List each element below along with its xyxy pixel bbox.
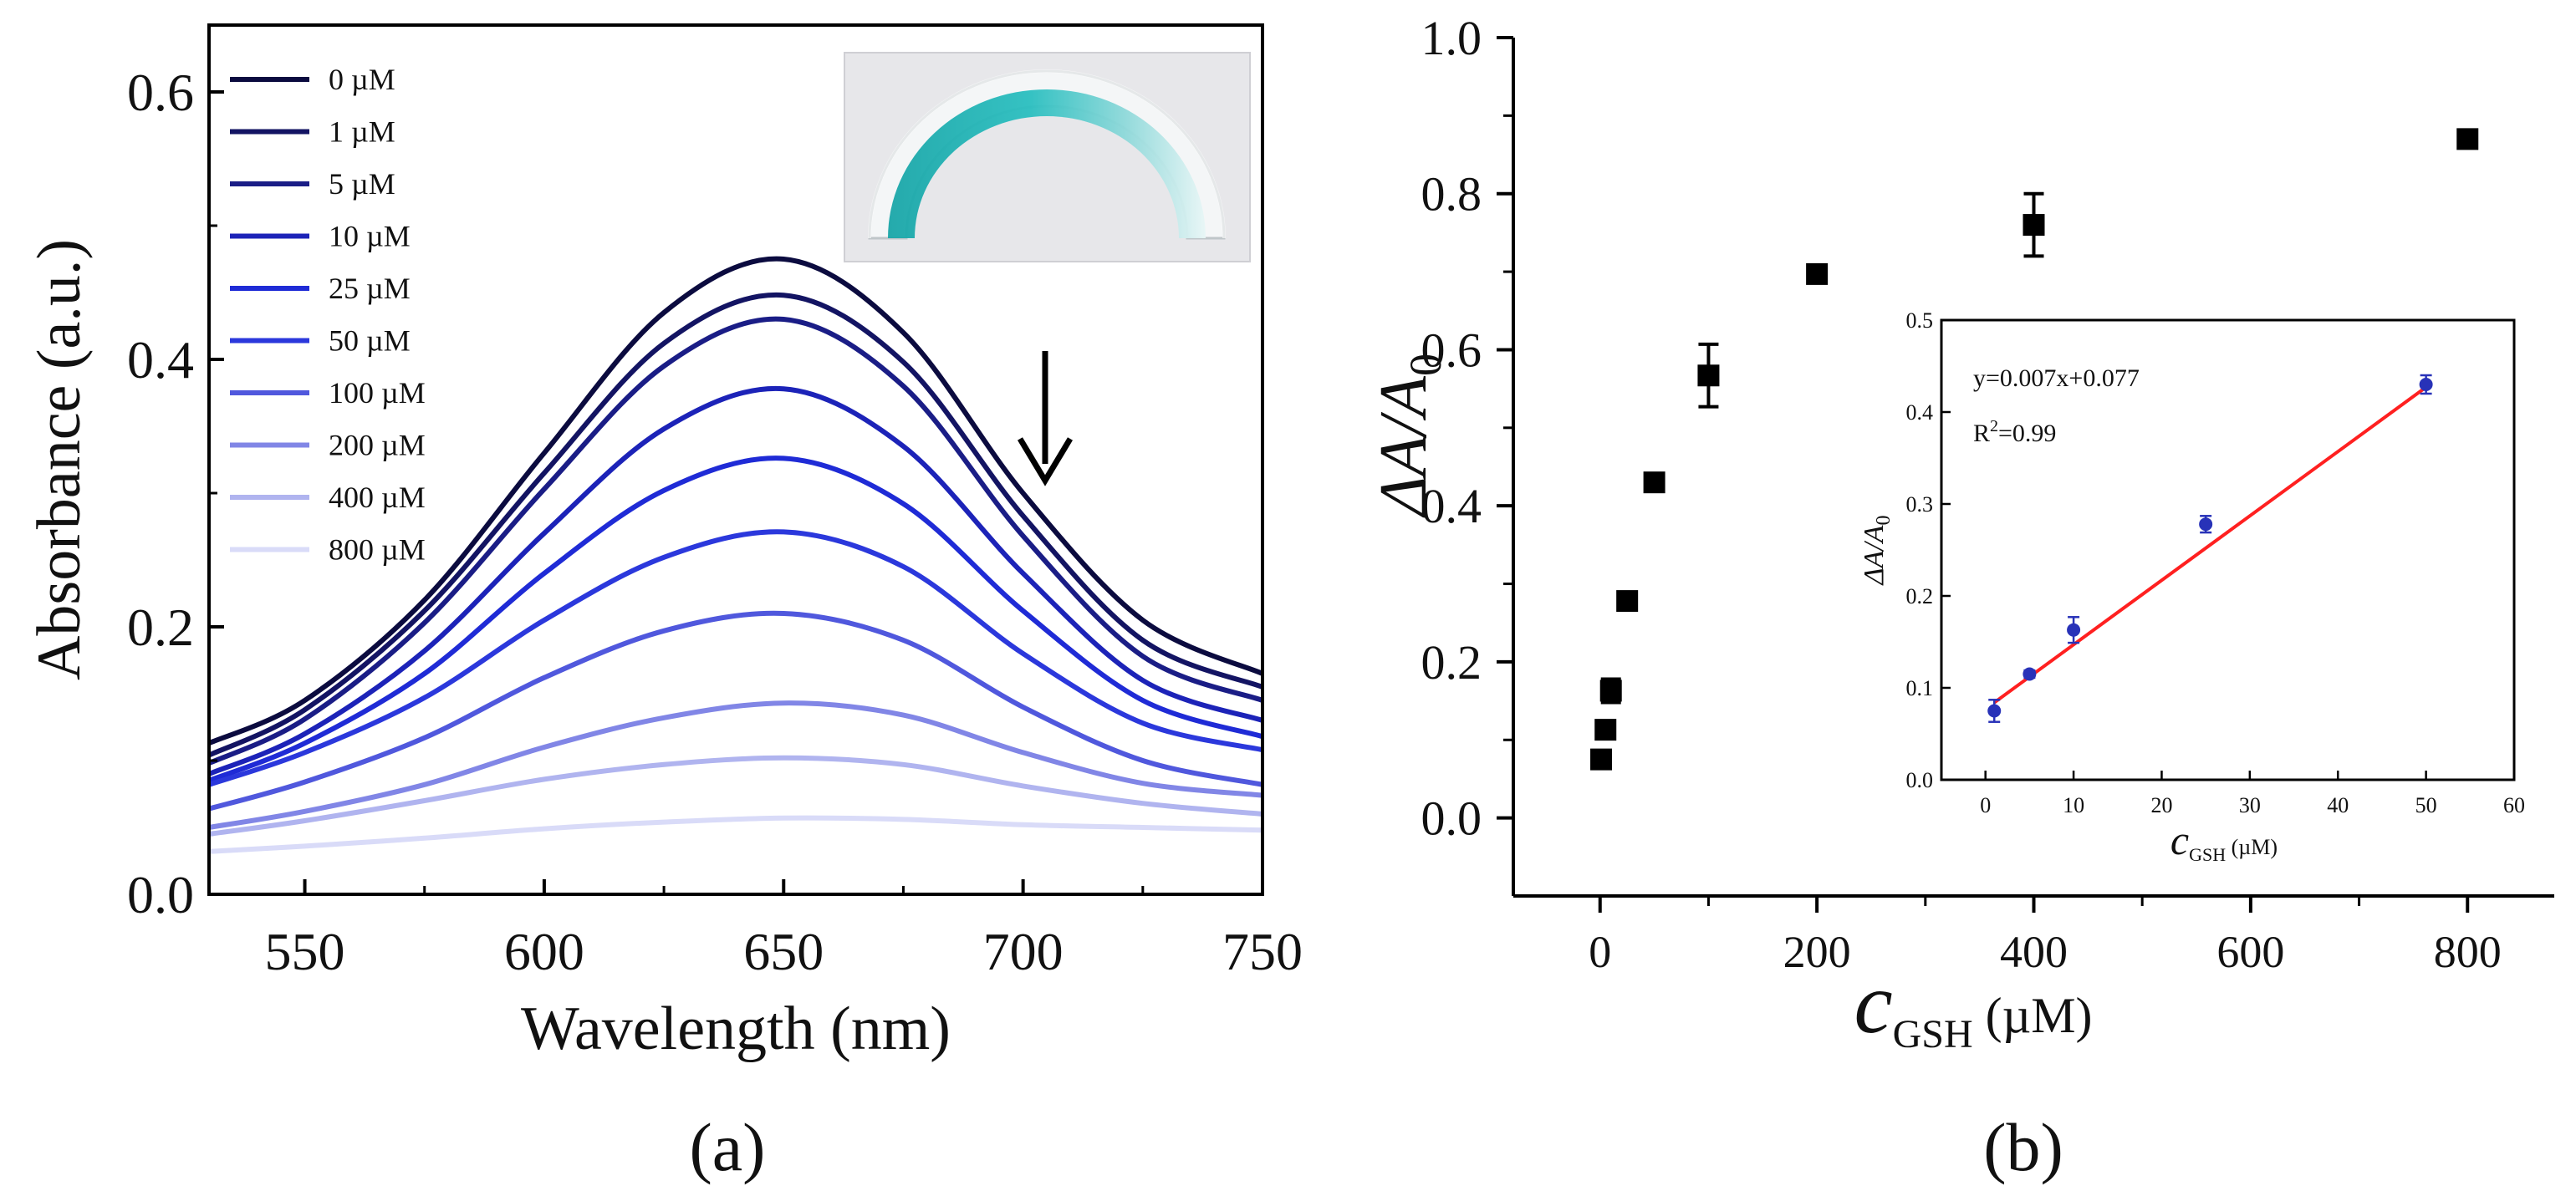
panel-a-x-tick-label: 600: [504, 922, 584, 981]
inset-x-tick-label: 10: [2063, 793, 2084, 817]
inset-x-tick-label: 40: [2327, 793, 2349, 817]
inset-r-squared: R2=0.99: [1973, 417, 2056, 447]
inset-y-tick-label: 0.0: [1906, 768, 1934, 792]
panel-a-x-tick-label: 550: [265, 922, 345, 981]
panel-b-x-axis-label: cGSH (µM): [1854, 955, 2092, 1056]
inset-x-tick-label: 0: [1980, 793, 1991, 817]
panel-b-point-5: [1697, 364, 1720, 387]
inset-background: [1941, 320, 2514, 780]
panel-b-y-axis-label: ΔA/A0: [1367, 354, 1451, 518]
panel-b-point-8: [2456, 128, 2479, 150]
panel-a-y-tick-label: 0.0: [127, 865, 194, 924]
inset-y-tick-label: 0.5: [1906, 308, 1934, 333]
inset-x-tick-label: 30: [2239, 793, 2261, 817]
panel-a-x-ticks: 550 600 650 700 750: [265, 879, 1303, 981]
spectrum-line-2: [207, 316, 1264, 766]
panel-b-scatter-chart: 0 200 400 600 800 0.00.20.40.60.81.0 ΔA/A0 c…: [1367, 11, 2554, 1185]
inset-point-0: [1987, 704, 2002, 718]
spectrum-line-0: [207, 256, 1264, 746]
panel-b-y-tick-label: 0.6: [1421, 323, 1482, 377]
panel-a-y-tick-label: 0.6: [127, 63, 194, 122]
legend-label-4: 25 µM: [329, 272, 411, 305]
legend-label-6: 100 µM: [329, 376, 426, 410]
panel-b-point-6: [1806, 262, 1829, 285]
panel-b-x-ticks: 0 200 400 600 800: [1589, 896, 2502, 977]
panel-a-x-axis-label: Wavelength (nm): [521, 995, 951, 1063]
legend-label-2: 5 µM: [329, 167, 395, 201]
panel-a-x-tick-label: 750: [1222, 922, 1303, 981]
inset-fit-equation: y=0.007x+0.077: [1973, 364, 2140, 392]
inset-point-1: [2023, 667, 2037, 681]
panel-a-x-tick-label: 700: [983, 922, 1064, 981]
panel-b-point-3: [1616, 590, 1639, 613]
inset-point-4: [2419, 378, 2433, 391]
inset-y-tick-label: 0.1: [1906, 676, 1934, 700]
panel-b-label: (b): [1983, 1109, 2063, 1185]
inset-x-tick-label: 20: [2150, 793, 2172, 817]
inset-x-axis-label: cGSH (µM): [2170, 817, 2278, 865]
panel-b-x-tick-label: 800: [2434, 927, 2502, 977]
panel-b-y-tick-label: 0.8: [1421, 167, 1482, 221]
panel-a-y-tick-label: 0.4: [127, 330, 194, 389]
inset-fit-line: [1993, 385, 2427, 705]
spectrum-line-5: [208, 529, 1263, 787]
inset-point-3: [2199, 517, 2213, 532]
panel-a-legend: 0 µM 1 µM 5 µM 10 µM 25 µM 50 µM 100 µM 200 µM 4…: [230, 63, 426, 567]
panel-b-point-0: [1590, 748, 1613, 771]
inset-data-points: [1987, 374, 2433, 723]
spectrum-line-6: [208, 610, 1263, 812]
inset-y-ticks: 0.0 0.1 0.2 0.3 0.4 0.5: [1906, 308, 1951, 792]
legend-label-9: 800 µM: [329, 533, 426, 567]
spectrum-line-7: [208, 700, 1263, 830]
panel-b-y-tick-label: 0.4: [1421, 479, 1482, 533]
inset-plot-frame: [1940, 318, 2516, 781]
panel-b-y-tick-label: 0.0: [1421, 791, 1482, 846]
spectrum-line-4: [207, 456, 1263, 783]
panel-b-data-points: [1590, 128, 2479, 771]
panel-a-x-tick-label: 650: [743, 922, 824, 981]
panel-b-y-ticks: 0.0 0.2 0.4 0.6 0.8 1.0: [1421, 11, 1513, 846]
legend-label-1: 1 µM: [329, 115, 395, 149]
panel-b-y-tick-label: 1.0: [1421, 11, 1482, 65]
legend-label-3: 10 µM: [329, 220, 411, 253]
spectrum-line-8: [208, 755, 1263, 837]
panel-b-x-tick-label: 400: [2000, 927, 2068, 977]
panel-a-y-axis-label: Absorbance (a.u.): [25, 239, 94, 680]
panel-b-point-2: [1599, 679, 1622, 702]
inset-y-axis-label: ΔA/A0: [1859, 516, 1895, 587]
inset-x-tick-label: 60: [2503, 793, 2525, 817]
panel-a-inset-photo: [844, 52, 1251, 262]
legend-label-7: 200 µM: [329, 429, 426, 462]
panel-b-point-7: [2023, 214, 2045, 237]
spectrum-line-3: [207, 385, 1263, 776]
panel-a-y-tick-label: 0.2: [127, 598, 194, 657]
panel-a-y-ticks: 0.0 0.2 0.4 0.6: [127, 63, 224, 924]
panel-b-point-4: [1643, 471, 1665, 494]
panel-a-curves: [207, 256, 1264, 854]
legend-label-8: 400 µM: [329, 481, 426, 514]
panel-a-spectra-chart: 550 600 650 700 750 0.0 0.2 0.4 0.6 Wavelength …: [25, 23, 1303, 1185]
panel-b-point-1: [1594, 719, 1617, 741]
inset-x-ticks: 0 10 20 30 40 50 60: [1980, 771, 2525, 817]
inset-point-2: [2067, 623, 2081, 637]
spectrum-line-9: [208, 815, 1263, 854]
legend-label-5: 50 µM: [329, 324, 411, 358]
inset-fit-segment: [1993, 385, 2427, 705]
panel-a-down-arrow: [1017, 351, 1074, 486]
inset-y-tick-label: 0.2: [1906, 584, 1934, 608]
panel-b-x-tick-label: 200: [1783, 927, 1851, 977]
panel-b-x-tick-label: 0: [1589, 927, 1611, 977]
panel-b-x-tick-label: 600: [2216, 927, 2284, 977]
spectrum-line-1: [207, 292, 1264, 758]
inset-y-tick-label: 0.4: [1906, 400, 1934, 425]
inset-x-tick-label: 50: [2415, 793, 2437, 817]
panel-a-label: (a): [689, 1109, 765, 1185]
panel-b-inset-chart: 0 10 20 30 40 50 60 0.0 0.1 0.2 0.3 0.4 0.5 y=0.007…: [1859, 308, 2525, 865]
panel-b-y-tick-label: 0.2: [1421, 635, 1482, 690]
legend-label-0: 0 µM: [329, 63, 395, 96]
panel-a-plot-frame: [207, 23, 1264, 896]
inset-y-tick-label: 0.3: [1906, 492, 1934, 517]
